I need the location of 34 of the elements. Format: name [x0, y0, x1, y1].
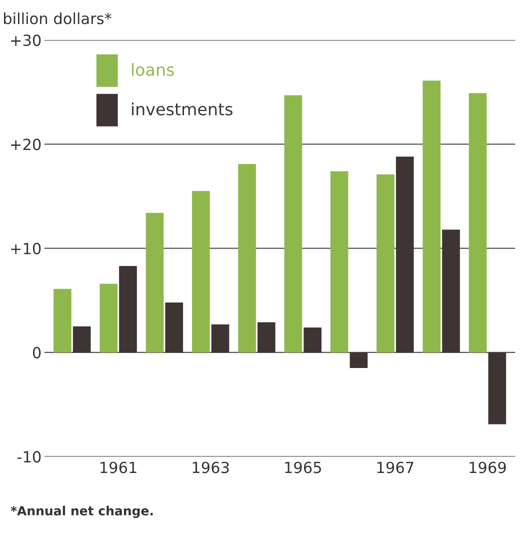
bar: [396, 156, 414, 352]
y-tick-label: -10: [17, 451, 41, 463]
bar: [238, 164, 256, 352]
bar: [119, 266, 137, 352]
bar: [211, 324, 230, 352]
x-tick-label: 1967: [377, 462, 414, 474]
bar: [165, 302, 184, 352]
bar: [146, 212, 164, 352]
y-tick-label: +10: [11, 242, 41, 254]
text: *Annual net change.: [10, 506, 153, 518]
x-tick-label: 1961: [100, 462, 136, 474]
bar: [350, 352, 368, 368]
bar: [284, 95, 302, 352]
bar: [54, 288, 72, 352]
bar: [304, 327, 322, 352]
bar: [72, 326, 91, 352]
x-tick-label: 1965: [285, 462, 321, 474]
y-tick-label: +20: [11, 138, 41, 150]
bar: [442, 230, 460, 352]
bar: [468, 93, 487, 352]
y-axis-title: billion dollars*: [4, 12, 112, 24]
bar: [192, 191, 210, 352]
x-tick-label: 1969: [470, 462, 506, 474]
y-tick-label: 0: [32, 346, 41, 358]
legend-label: investments: [132, 102, 232, 116]
y-tick-label: +30: [11, 34, 41, 46]
bar: [330, 171, 348, 352]
x-tick-label: 1963: [192, 462, 229, 474]
legend-label: loans: [132, 63, 174, 76]
bar: [488, 352, 506, 424]
bar: [100, 284, 118, 352]
bar: [422, 80, 441, 352]
bar: [376, 174, 394, 352]
bar: [258, 322, 276, 352]
